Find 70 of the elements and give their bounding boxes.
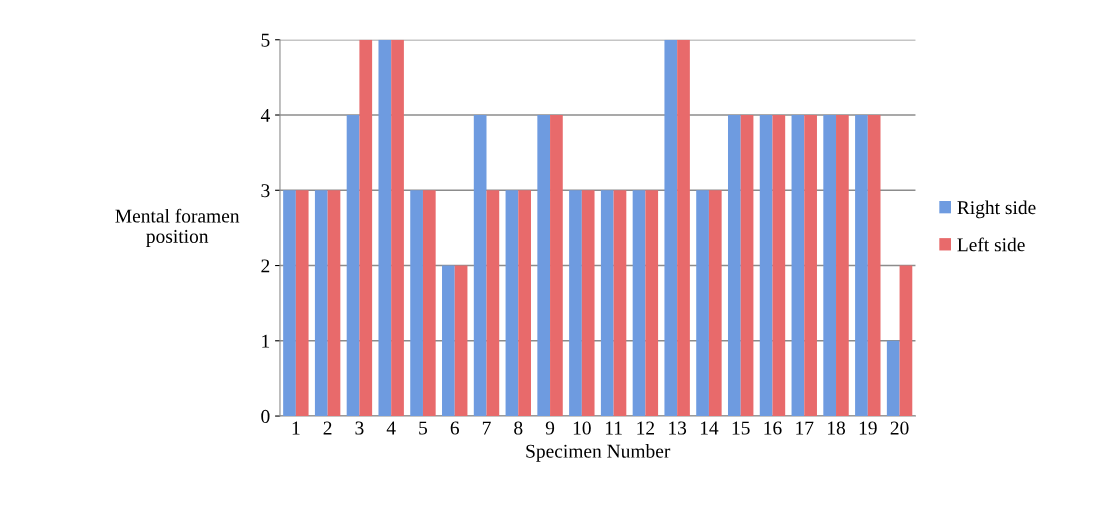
bar xyxy=(314,190,328,417)
bar xyxy=(550,115,563,417)
bar xyxy=(867,115,881,417)
legend-label: Left side xyxy=(957,237,1025,252)
x-tick-label: 20 xyxy=(890,421,909,435)
bar xyxy=(569,190,582,417)
legend-label: Right side xyxy=(957,200,1036,219)
x-tick-label: 18 xyxy=(828,421,846,435)
bar xyxy=(359,39,373,417)
bar xyxy=(772,115,786,417)
x-tick-label: 14 xyxy=(700,421,719,435)
bar xyxy=(518,190,531,417)
bar xyxy=(759,115,773,417)
x-tick-label: 15 xyxy=(732,421,750,435)
y-tick-label: 0 xyxy=(261,409,270,423)
bar xyxy=(645,190,659,417)
x-tick-label: 19 xyxy=(859,421,877,435)
bar xyxy=(632,190,646,417)
x-tick-label: 7 xyxy=(482,421,491,435)
bar xyxy=(283,190,296,417)
bar xyxy=(486,190,500,417)
x-tick-label: 11 xyxy=(605,421,622,435)
bar xyxy=(327,190,341,417)
y-tick-label: 4 xyxy=(260,108,270,122)
x-tick-label: 1 xyxy=(292,421,300,435)
bar xyxy=(823,115,837,417)
bar xyxy=(791,115,805,417)
y-tick-label: 1 xyxy=(262,334,270,348)
bar xyxy=(391,39,404,417)
y-axis-title: Mental foramen position xyxy=(115,208,240,247)
bar xyxy=(855,115,868,417)
bar xyxy=(473,115,487,417)
x-tick-label: 5 xyxy=(419,421,428,435)
bar xyxy=(442,265,455,417)
bar xyxy=(727,115,741,417)
bar xyxy=(295,190,309,417)
bar xyxy=(664,39,678,417)
bar xyxy=(410,190,423,417)
bar xyxy=(740,115,754,417)
bar xyxy=(505,190,519,417)
bar xyxy=(537,115,551,417)
bar xyxy=(886,340,900,417)
x-tick-label: 13 xyxy=(669,421,687,435)
x-tick-label: 8 xyxy=(514,421,523,435)
bar xyxy=(422,190,436,417)
x-tick-label: 16 xyxy=(764,421,782,435)
x-tick-label: 12 xyxy=(637,421,655,435)
x-tick-label: 4 xyxy=(386,421,396,435)
bar xyxy=(346,115,360,417)
y-tick-label: 3 xyxy=(261,184,270,198)
x-tick-label: 17 xyxy=(796,421,814,435)
bar xyxy=(613,190,627,417)
x-tick-label: 2 xyxy=(323,421,332,435)
bar xyxy=(708,190,722,417)
bar xyxy=(454,265,468,417)
bar xyxy=(378,39,392,417)
x-tick-label: 10 xyxy=(573,421,591,435)
bar xyxy=(696,190,709,417)
x-tick-label: 6 xyxy=(450,421,460,435)
bar xyxy=(581,190,595,417)
bar xyxy=(600,190,614,417)
y-tick-label: 5 xyxy=(261,33,270,47)
x-tick-label: 3 xyxy=(355,421,364,435)
bar xyxy=(677,39,690,417)
x-axis-title: Specimen Number xyxy=(526,444,671,462)
bar xyxy=(804,115,817,417)
bar xyxy=(899,265,913,417)
y-tick-label: 2 xyxy=(261,259,270,273)
bar xyxy=(836,115,849,417)
x-tick-label: 9 xyxy=(545,421,555,435)
